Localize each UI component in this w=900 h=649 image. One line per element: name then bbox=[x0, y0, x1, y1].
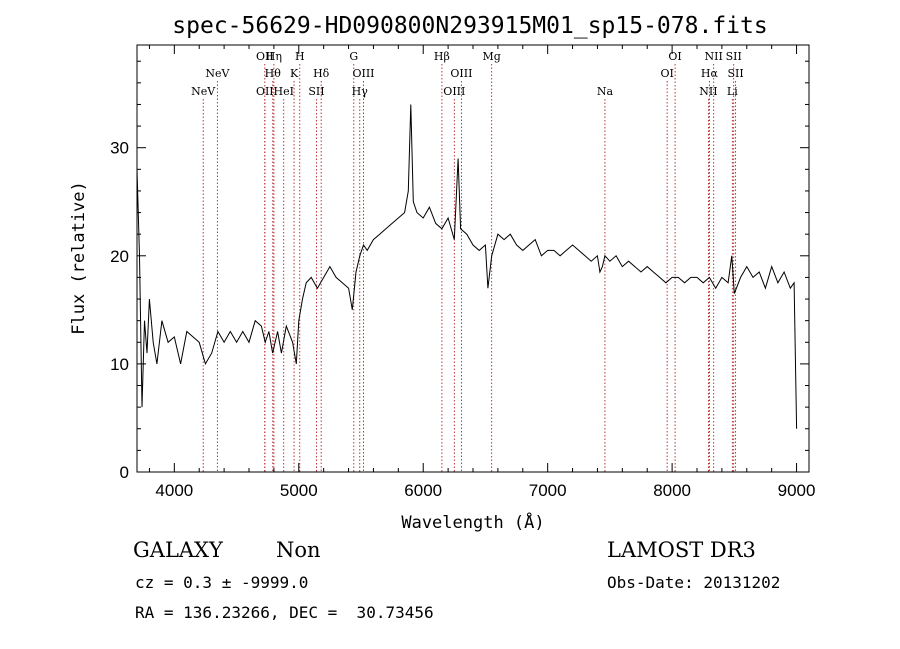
spectrum-line bbox=[136, 104, 798, 429]
redshift-line: cz = 0.3 ± -9999.0 bbox=[135, 573, 309, 592]
line-marker-label: OIII bbox=[443, 85, 465, 98]
line-marker-label: OI bbox=[668, 50, 681, 63]
line-marker-label: K bbox=[290, 67, 299, 80]
x-tick-label: 6000 bbox=[404, 481, 442, 500]
x-tick-label: 4000 bbox=[155, 481, 193, 500]
coordinates-line: RA = 136.23266, DEC = 30.73456 bbox=[135, 603, 434, 622]
survey-label: LAMOST DR3 bbox=[607, 538, 756, 562]
line-marker-label: Mg bbox=[483, 50, 501, 63]
x-tick-label: 9000 bbox=[778, 481, 816, 500]
x-tick-label: 5000 bbox=[280, 481, 318, 500]
line-marker-label: Hα bbox=[701, 67, 719, 80]
line-marker-label: Na bbox=[597, 85, 614, 98]
line-marker-label: SII bbox=[727, 67, 743, 80]
line-marker-label: NII bbox=[705, 50, 723, 63]
line-marker-label: G bbox=[349, 50, 358, 63]
line-marker-label: Hδ bbox=[313, 67, 330, 80]
subclass-label: Non bbox=[276, 538, 321, 562]
line-marker-label: NII bbox=[699, 85, 717, 98]
line-marker-label: Hη bbox=[266, 50, 282, 63]
line-marker-label: OIII bbox=[450, 67, 472, 80]
y-tick-label: 0 bbox=[120, 463, 129, 482]
line-marker-label: SII bbox=[726, 50, 742, 63]
line-marker-label: SII bbox=[308, 85, 324, 98]
line-marker-label: OI bbox=[660, 67, 673, 80]
y-tick-label: 30 bbox=[110, 139, 129, 158]
line-marker-label: OII bbox=[256, 85, 274, 98]
line-marker-label: Hγ bbox=[352, 85, 369, 98]
class-label: GALAXY bbox=[133, 538, 223, 562]
line-marker-label: Hθ bbox=[265, 67, 282, 80]
line-marker-label: OIII bbox=[352, 67, 374, 80]
y-axis-title: Flux (relative) bbox=[69, 181, 89, 335]
line-marker-label: NeV bbox=[205, 67, 230, 80]
x-tick-label: 7000 bbox=[529, 481, 567, 500]
x-tick-label: 8000 bbox=[653, 481, 691, 500]
line-marker-label: NeV bbox=[191, 85, 216, 98]
y-tick-label: 10 bbox=[110, 355, 129, 374]
x-axis-title: Wavelength (Å) bbox=[401, 511, 544, 533]
chart-title: spec-56629-HD090800N293915M01_sp15-078.f… bbox=[172, 13, 767, 39]
series-group bbox=[136, 104, 798, 429]
line-marker-label: HeI bbox=[273, 85, 293, 98]
x-axis: 4000 5000 6000 7000 8000 9000 bbox=[148, 45, 816, 500]
line-marker-label: Li bbox=[727, 85, 738, 98]
line-marker-label: OII bbox=[256, 50, 274, 63]
obs-date-line: Obs-Date: 20131202 bbox=[607, 573, 781, 592]
line-marker-label: H bbox=[295, 50, 305, 63]
y-axis: 0 10 20 30 bbox=[110, 60, 809, 482]
line-marker-label: Hβ bbox=[434, 50, 450, 63]
y-tick-label: 20 bbox=[110, 247, 129, 266]
